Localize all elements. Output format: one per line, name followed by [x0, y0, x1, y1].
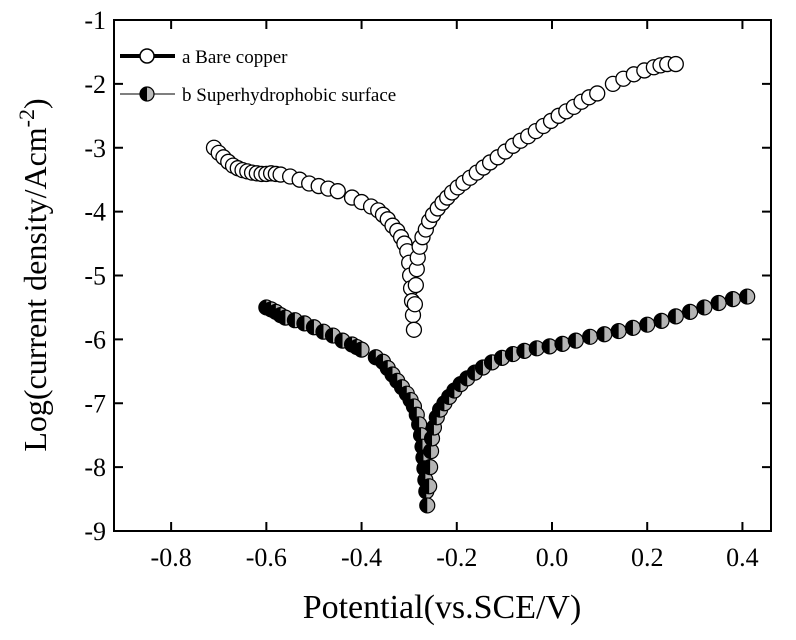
data-point-superhydrophobic — [724, 291, 742, 308]
legend-entry-a: a Bare copper — [120, 47, 288, 68]
data-point-superhydrophobic — [353, 341, 370, 358]
y-axis-title: Log(current density/Acm-2) — [14, 98, 53, 451]
x-tick-labels: -0.8 -0.6 -0.4 -0.2 0.0 0.2 0.4 — [151, 543, 759, 572]
data-point-bare-copper — [329, 183, 346, 200]
y-tick-label: -8 — [84, 453, 106, 482]
data-point-superhydrophobic — [516, 342, 533, 359]
y-tick-label: -6 — [84, 325, 106, 354]
y-tick-label: -3 — [84, 134, 106, 163]
data-point-superhydrophobic — [554, 335, 571, 352]
legend-marker-b — [139, 86, 155, 102]
y-tick-label: -7 — [84, 389, 106, 418]
y-tick-label: -5 — [84, 262, 106, 291]
y-tick-label: -4 — [84, 198, 106, 227]
x-tick-label: 0.4 — [726, 543, 759, 572]
x-axis-title: Potential(vs.SCE/V) — [303, 589, 582, 626]
data-point-superhydrophobic — [421, 478, 438, 495]
data-point-superhydrophobic — [419, 497, 436, 514]
data-point-bare-copper — [405, 321, 423, 338]
x-tick-label: 0.2 — [631, 543, 664, 572]
legend-label-b: b Superhydrophobic surface — [182, 85, 396, 106]
x-tick-label: -0.6 — [246, 543, 287, 572]
data-point-superhydrophobic — [610, 322, 627, 340]
axis-ticks — [114, 19, 771, 532]
series-bare-copper — [205, 55, 684, 338]
x-tick-label: 0.0 — [536, 543, 569, 572]
data-point-superhydrophobic — [681, 303, 699, 321]
series-superhydrophobic — [258, 288, 756, 514]
legend-marker-a — [139, 48, 155, 64]
x-tick-label: -0.8 — [151, 543, 192, 572]
y-tick-label: -1 — [84, 6, 106, 35]
legend-entry-b: b Superhydrophobic surface — [120, 85, 396, 106]
data-point-bare-copper — [589, 85, 606, 102]
data-point-bare-copper — [407, 276, 424, 294]
data-point-superhydrophobic — [739, 288, 756, 305]
legend-label-a: a Bare copper — [182, 47, 288, 68]
data-point-superhydrophobic — [422, 443, 440, 460]
data-point-superhydrophobic — [624, 319, 642, 336]
data-point-superhydrophobic — [667, 308, 684, 325]
y-tick-label: -9 — [84, 517, 106, 546]
data-point-superhydrophobic — [639, 316, 656, 333]
data-point-superhydrophobic — [653, 312, 670, 329]
x-tick-label: -0.4 — [341, 543, 382, 572]
y-tick-labels: -9 -8 -7 -6 -5 -4 -3 -2 -1 — [84, 6, 106, 546]
data-point-superhydrophobic — [596, 326, 613, 343]
data-point-superhydrophobic — [696, 299, 713, 316]
legend: a Bare copper b Superhydrophobic surface — [120, 47, 396, 106]
data-point-superhydrophobic — [567, 332, 584, 349]
y-tick-label: -2 — [84, 70, 106, 99]
data-point-bare-copper — [667, 55, 684, 73]
x-tick-label: -0.2 — [436, 543, 477, 572]
data-point-bare-copper — [406, 296, 424, 313]
data-point-superhydrophobic — [541, 338, 558, 355]
data-point-superhydrophobic — [422, 459, 439, 476]
data-point-superhydrophobic — [710, 294, 727, 312]
data-point-superhydrophobic — [581, 328, 599, 345]
data-point-superhydrophobic — [286, 312, 304, 329]
